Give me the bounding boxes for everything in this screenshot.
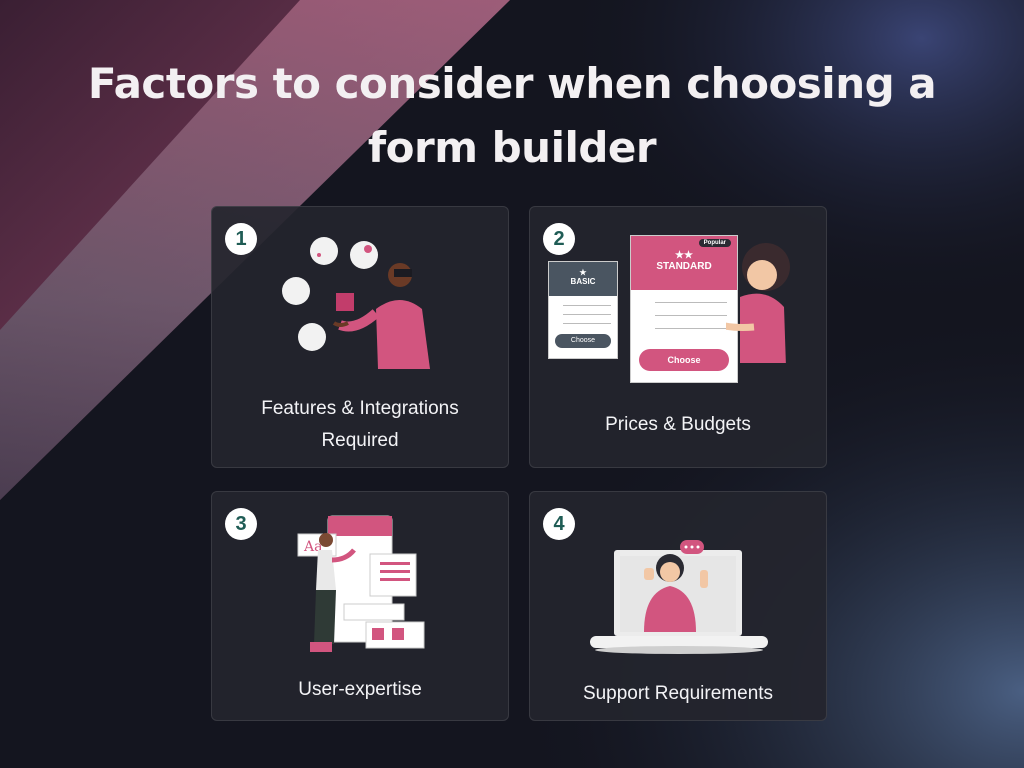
star-icon: ★ — [579, 268, 587, 277]
factor-card-features: 1 Features & Integrations Required — [211, 206, 509, 468]
factor-card-support: 4 Support Requirements — [529, 491, 827, 721]
factor-label: Support Requirements — [582, 683, 774, 704]
standard-choose-button[interactable]: Choose — [639, 349, 729, 371]
factor-card-prices: 2 ★ BASIC Choose ★★ STANDARD Popular Cho… — [529, 206, 827, 468]
factor-label-line-2: Required — [321, 430, 399, 451]
factor-label: User-expertise — [298, 679, 422, 700]
page-title: Factors to consider when choosing a form… — [0, 52, 1024, 180]
pointing-person-illustration — [726, 243, 790, 363]
factor-card-user-expertise: 3 Aa User-expertise — [211, 491, 509, 721]
factor-number-badge: 4 — [543, 508, 575, 540]
standard-plan-name: STANDARD — [656, 261, 712, 272]
basic-choose-button[interactable]: Choose — [555, 334, 611, 348]
font-sample: Aa — [303, 539, 322, 555]
title-line-1: Factors to consider when choosing a — [87, 59, 937, 108]
popular-badge: Popular — [698, 239, 731, 247]
factor-label-line-1: Features & Integrations — [261, 398, 459, 419]
standard-plan-card: ★★ STANDARD Popular Choose — [630, 235, 738, 383]
title-line-2: form builder — [367, 123, 657, 172]
factor-label: Prices & Budgets — [605, 414, 751, 435]
features-illustration — [282, 237, 430, 369]
factor-number-badge: 2 — [543, 223, 575, 255]
basic-plan-name: BASIC — [570, 277, 596, 286]
factor-label: Features & Integrations Required — [212, 393, 508, 457]
support-illustration — [590, 540, 768, 654]
user-expertise-illustration: Aa — [297, 515, 425, 652]
factor-number-badge: 3 — [225, 508, 257, 540]
basic-plan-card: ★ BASIC Choose — [548, 261, 618, 359]
factor-number-badge: 1 — [225, 223, 257, 255]
standard-star-icon: ★★ — [675, 250, 693, 261]
